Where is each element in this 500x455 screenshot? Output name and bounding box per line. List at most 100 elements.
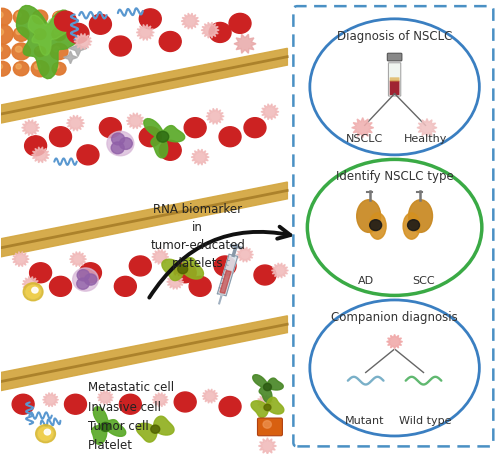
Text: Diagnosis of NSCLC: Diagnosis of NSCLC [337, 30, 452, 44]
Polygon shape [22, 277, 39, 292]
Circle shape [229, 13, 251, 33]
FancyArrowPatch shape [150, 227, 290, 298]
Circle shape [110, 36, 132, 56]
Polygon shape [0, 182, 288, 257]
Circle shape [0, 12, 3, 18]
Circle shape [160, 31, 181, 51]
Circle shape [30, 263, 52, 283]
Circle shape [52, 62, 66, 75]
Circle shape [157, 131, 168, 142]
Polygon shape [220, 270, 231, 293]
Circle shape [54, 64, 59, 69]
Circle shape [14, 27, 29, 41]
Circle shape [120, 137, 132, 149]
Circle shape [54, 30, 59, 34]
Polygon shape [69, 40, 87, 56]
Text: Identify NSCLC type: Identify NSCLC type [336, 170, 454, 183]
Polygon shape [136, 416, 174, 442]
Circle shape [54, 13, 59, 17]
Circle shape [72, 268, 98, 291]
Circle shape [0, 64, 2, 69]
Circle shape [54, 11, 76, 31]
Circle shape [80, 263, 102, 283]
Circle shape [16, 12, 22, 17]
Circle shape [178, 265, 188, 273]
Circle shape [408, 220, 420, 231]
Circle shape [24, 136, 46, 156]
Circle shape [184, 118, 206, 137]
Text: Healthy: Healthy [404, 134, 447, 144]
Circle shape [31, 61, 49, 77]
Text: SCC: SCC [412, 276, 435, 286]
Ellipse shape [369, 213, 386, 239]
Polygon shape [202, 389, 218, 403]
Polygon shape [261, 104, 279, 120]
Circle shape [140, 9, 161, 29]
Polygon shape [257, 395, 273, 409]
Polygon shape [12, 252, 29, 267]
Circle shape [34, 46, 46, 56]
Ellipse shape [356, 200, 380, 233]
Circle shape [111, 142, 124, 154]
Polygon shape [181, 13, 199, 29]
Circle shape [112, 133, 124, 145]
Polygon shape [258, 438, 276, 454]
Circle shape [0, 29, 4, 35]
Circle shape [130, 256, 152, 276]
Circle shape [174, 263, 196, 283]
Circle shape [76, 278, 89, 289]
Polygon shape [191, 149, 209, 165]
Circle shape [50, 43, 68, 60]
Circle shape [219, 127, 241, 147]
Circle shape [151, 425, 160, 433]
Circle shape [36, 30, 40, 34]
Circle shape [23, 283, 43, 301]
FancyBboxPatch shape [388, 63, 401, 96]
Circle shape [264, 404, 271, 410]
Polygon shape [252, 374, 283, 403]
Circle shape [36, 425, 56, 443]
Circle shape [0, 44, 10, 59]
Polygon shape [126, 113, 144, 129]
Polygon shape [166, 274, 184, 289]
Circle shape [16, 46, 22, 52]
Circle shape [0, 25, 13, 44]
Circle shape [54, 46, 60, 52]
Polygon shape [98, 390, 114, 404]
Polygon shape [386, 334, 402, 349]
Polygon shape [74, 34, 92, 50]
Polygon shape [251, 397, 284, 418]
Circle shape [77, 145, 99, 165]
Circle shape [140, 127, 161, 147]
Polygon shape [201, 22, 219, 38]
Polygon shape [236, 247, 254, 262]
Circle shape [219, 396, 241, 416]
Circle shape [32, 10, 48, 24]
Circle shape [263, 420, 272, 428]
Circle shape [32, 287, 38, 293]
Circle shape [107, 131, 134, 156]
FancyBboxPatch shape [390, 77, 400, 81]
Circle shape [0, 46, 2, 52]
Circle shape [44, 429, 51, 435]
Circle shape [370, 220, 382, 231]
FancyBboxPatch shape [390, 81, 400, 95]
Circle shape [52, 11, 66, 23]
Circle shape [160, 140, 181, 160]
Circle shape [254, 265, 276, 285]
Circle shape [244, 118, 266, 137]
Circle shape [90, 14, 112, 34]
Polygon shape [220, 293, 224, 295]
Polygon shape [16, 5, 88, 79]
Circle shape [36, 47, 40, 51]
Text: Wild type: Wild type [400, 416, 452, 426]
Circle shape [34, 29, 46, 40]
Circle shape [16, 30, 22, 35]
Circle shape [100, 118, 122, 137]
Polygon shape [64, 51, 78, 64]
Text: NSCLC: NSCLC [346, 134, 384, 144]
Polygon shape [32, 147, 50, 163]
Polygon shape [417, 119, 437, 136]
Circle shape [52, 28, 66, 40]
Circle shape [16, 64, 22, 69]
